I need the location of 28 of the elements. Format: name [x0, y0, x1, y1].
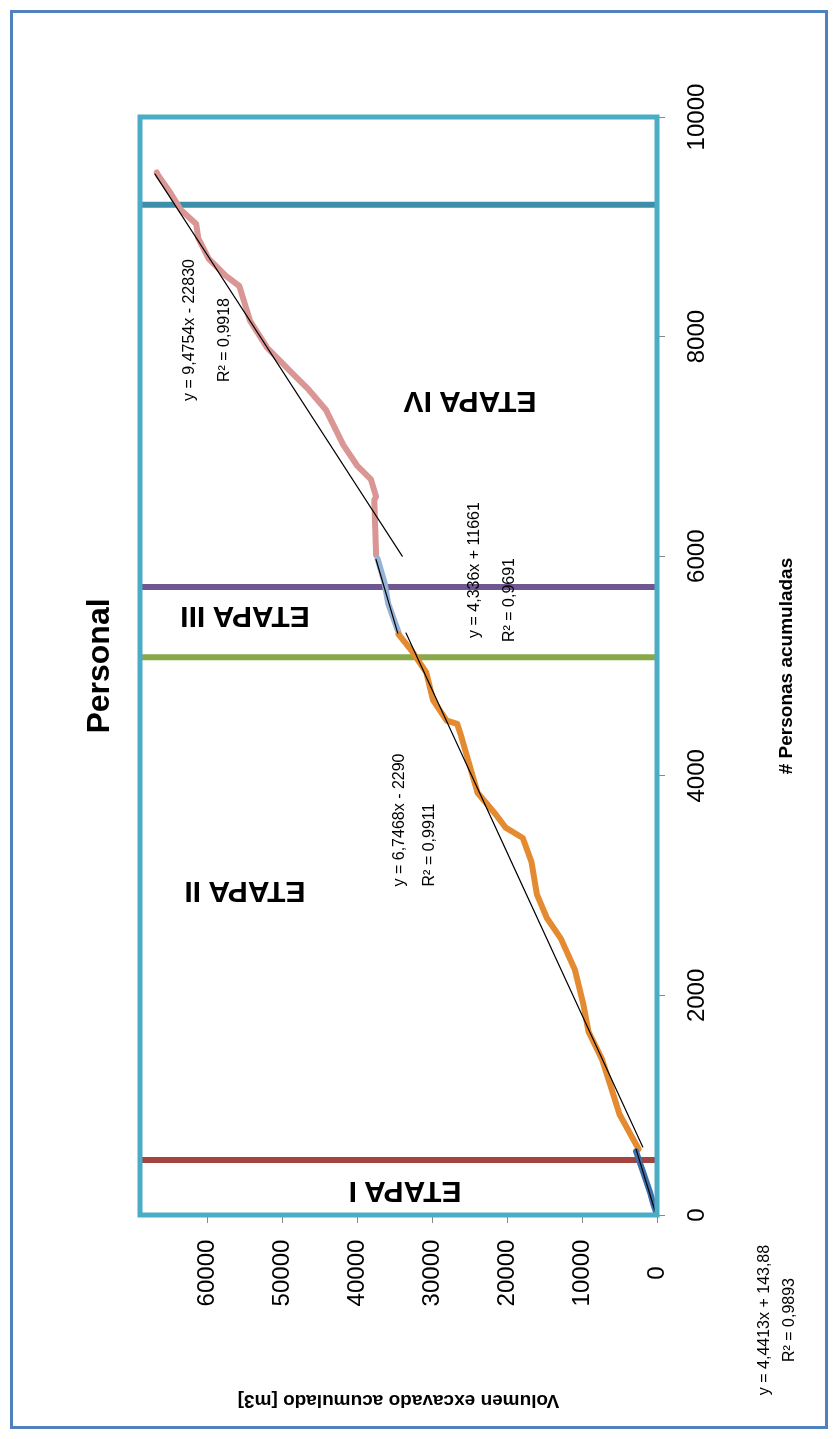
annotation: ETAPA II — [184, 875, 306, 909]
y-tick-label: 6000 — [681, 529, 709, 583]
x-tick-label: 0 — [641, 1266, 669, 1280]
x-tick-label: 50000 — [266, 1239, 294, 1307]
text: Personal — [79, 598, 116, 734]
annotation: y = 4,336x + 11661 — [465, 501, 483, 638]
x-tick-label: 40000 — [341, 1239, 369, 1307]
x-tick-label: 20000 — [491, 1239, 519, 1307]
y-tick-label: 8000 — [681, 309, 709, 364]
annotation: y = 6,7468x - 2290 — [390, 753, 408, 887]
annotation: ETAPA I — [348, 1175, 462, 1209]
y-tick-label: 0 — [681, 1208, 709, 1222]
y-tick-label: 10000 — [681, 83, 709, 151]
annotation: R² = 0,9691 — [500, 557, 518, 643]
x-axis-title: Volumen excavado acumulado [m3] — [237, 1390, 560, 1412]
annotation: ETAPA IV — [403, 385, 537, 419]
text: R² = 0,9893 — [780, 1277, 798, 1363]
annotation: ETAPA III — [180, 600, 310, 634]
y-tick-label: 2000 — [681, 968, 709, 1023]
x-tick-label: 60000 — [192, 1239, 220, 1307]
annotation: y = 9,4754x - 22830 — [180, 258, 198, 401]
x-tick-label: 10000 — [566, 1239, 594, 1307]
y-tick-label: 4000 — [681, 749, 709, 803]
y-axis-title: # Personas acumuladas — [775, 557, 797, 775]
text: y = 4,4413x + 143,88 — [755, 1244, 773, 1396]
annotation: R² = 0,9911 — [420, 803, 438, 887]
annotation: R² = 0,9918 — [215, 297, 233, 383]
x-tick-label: 30000 — [416, 1239, 444, 1307]
